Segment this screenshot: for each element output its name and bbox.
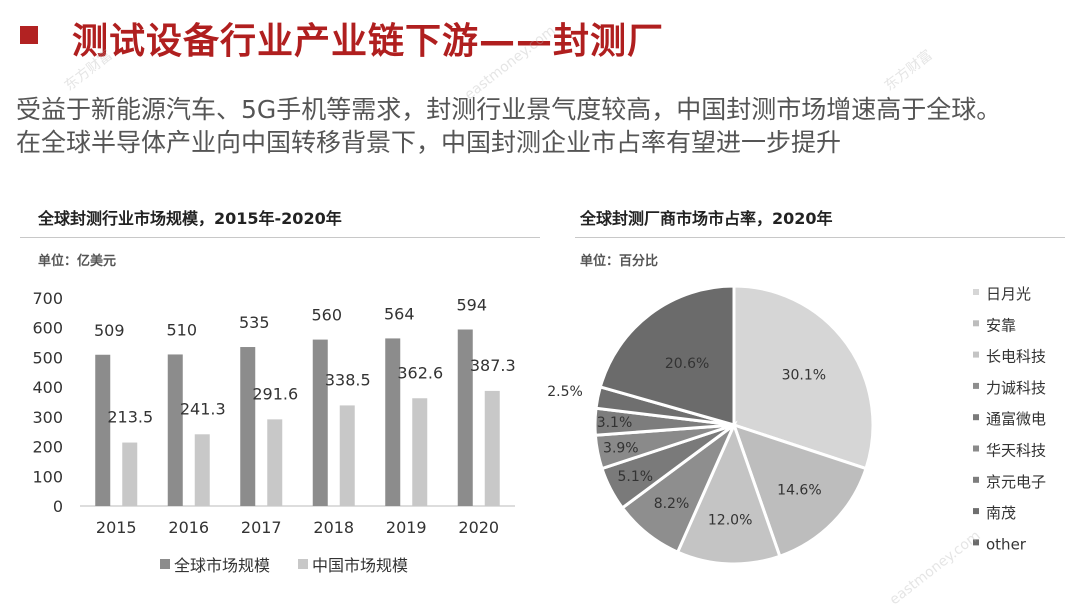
y-tick-label-5: 500 — [32, 348, 63, 367]
x-tick-label-2017: 2017 — [241, 518, 282, 537]
pie-label-0: 30.1% — [782, 367, 826, 383]
pie-legend-label-4: 通富微电 — [986, 410, 1046, 428]
pie-label-8: 20.6% — [665, 356, 709, 372]
pie-chart-rule — [575, 237, 1065, 238]
bar-label-global-2015: 509 — [94, 321, 125, 340]
y-tick-label-2: 200 — [32, 438, 63, 457]
pie-legend-label-3: 力诚科技 — [986, 379, 1046, 397]
pie-legend-label-8: other — [986, 535, 1027, 553]
pie-legend-swatch-6 — [973, 476, 979, 483]
pie-slice-2 — [675, 420, 782, 566]
bar-label-china-2020: 387.3 — [470, 356, 516, 375]
bar-label-global-2020: 594 — [456, 295, 487, 314]
bar-china-2019 — [412, 398, 428, 506]
pie-label-1: 14.6% — [777, 482, 821, 498]
pie-label-6: 3.1% — [597, 415, 633, 431]
bar-china-2015 — [122, 442, 138, 506]
pie-legend-label-2: 长电科技 — [986, 348, 1046, 366]
pie-label-7: 2.5% — [547, 384, 583, 400]
y-tick-label-1: 100 — [32, 467, 63, 486]
pie-slice-1 — [731, 422, 868, 559]
bar-china-2017 — [267, 419, 283, 506]
bar-label-china-2018: 338.5 — [325, 370, 371, 389]
y-tick-label-4: 400 — [32, 378, 63, 397]
bar-label-china-2016: 241.3 — [180, 399, 226, 418]
bar-china-2018 — [339, 405, 355, 506]
pie-legend-label-7: 南茂 — [986, 504, 1016, 522]
y-tick-label-0: 0 — [53, 497, 63, 516]
pie-legend-swatch-5 — [973, 445, 979, 452]
pie-legend-swatch-7 — [973, 508, 979, 515]
bar-label-china-2019: 362.6 — [397, 363, 443, 382]
bar-legend-label-1: 中国市场规模 — [312, 556, 408, 575]
x-tick-label-2018: 2018 — [313, 518, 354, 537]
bar-legend-label-0: 全球市场规模 — [174, 556, 270, 575]
pie-legend-label-6: 京元电子 — [986, 473, 1046, 491]
bar-label-china-2017: 291.6 — [252, 384, 298, 403]
bar-chart-unit: 单位：亿美元 — [38, 254, 117, 269]
bar-china-2016 — [194, 434, 210, 506]
x-tick-label-2015: 2015 — [96, 518, 137, 537]
page-title: 测试设备行业产业链下游——封测厂 — [72, 21, 665, 62]
bar-legend-swatch-0 — [160, 559, 170, 569]
bar-global-2018 — [312, 339, 328, 506]
pie-legend-swatch-0 — [973, 289, 979, 295]
pie-legend-swatch-8 — [973, 539, 979, 546]
bar-label-china-2015: 213.5 — [107, 408, 153, 427]
bar-global-2019 — [385, 338, 401, 506]
bar-chart-title: 全球封测行业市场规模，2015年-2020年 — [38, 209, 342, 228]
bar-global-2017 — [240, 347, 256, 506]
bar-label-global-2017: 535 — [239, 313, 270, 332]
title-marker — [20, 26, 38, 44]
pie-chart-unit: 单位：百分比 — [580, 254, 659, 269]
bar-global-2020 — [457, 329, 473, 506]
y-tick-label-3: 300 — [32, 408, 63, 427]
bar-legend-swatch-1 — [298, 559, 308, 569]
pie-legend-label-0: 日月光 — [986, 285, 1031, 303]
x-tick-label-2019: 2019 — [386, 518, 427, 537]
subtitle-line-2: 在全球半导体产业向中国转移背景下，中国封测企业市占率有望进一步提升 — [16, 128, 842, 157]
bar-label-global-2019: 564 — [384, 304, 415, 323]
subtitle-line-1: 受益于新能源汽车、5G手机等需求，封测行业景气度较高，中国封测市场增速高于全球。 — [16, 95, 1002, 124]
pie-slice-0 — [732, 284, 875, 471]
bar-label-global-2016: 510 — [166, 320, 197, 339]
x-tick-label-2020: 2020 — [458, 518, 499, 537]
pie-legend-label-1: 安靠 — [986, 316, 1016, 334]
pie-label-5: 3.9% — [603, 440, 639, 456]
bar-chart-rule — [20, 237, 540, 238]
pie-label-4: 5.1% — [618, 469, 654, 485]
pie-legend-swatch-4 — [973, 414, 979, 421]
pie-legend-label-5: 华天科技 — [986, 442, 1046, 460]
pie-legend-swatch-2 — [973, 351, 979, 358]
pie-chart-title: 全球封测厂商市场市占率，2020年 — [580, 209, 833, 228]
pie-label-3: 8.2% — [654, 496, 690, 512]
bar-global-2015 — [95, 354, 111, 506]
pie-label-2: 12.0% — [708, 512, 752, 528]
pie-legend-swatch-3 — [973, 382, 979, 389]
x-tick-label-2016: 2016 — [168, 518, 209, 537]
y-tick-label-7: 700 — [32, 289, 63, 308]
y-tick-label-6: 600 — [32, 319, 63, 338]
pie-slice-8 — [598, 284, 736, 427]
bar-global-2016 — [167, 354, 183, 506]
bar-label-global-2018: 560 — [311, 306, 342, 325]
page-subtitle: 受益于新能源汽车、5G手机等需求，封测行业景气度较高，中国封测市场增速高于全球。… — [16, 93, 1076, 159]
pie-legend-swatch-1 — [973, 320, 979, 327]
bar-china-2020 — [484, 390, 500, 506]
